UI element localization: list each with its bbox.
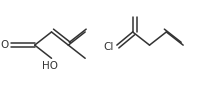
Text: Cl: Cl <box>104 42 114 52</box>
Text: O: O <box>1 40 9 50</box>
Text: HO: HO <box>42 61 58 71</box>
